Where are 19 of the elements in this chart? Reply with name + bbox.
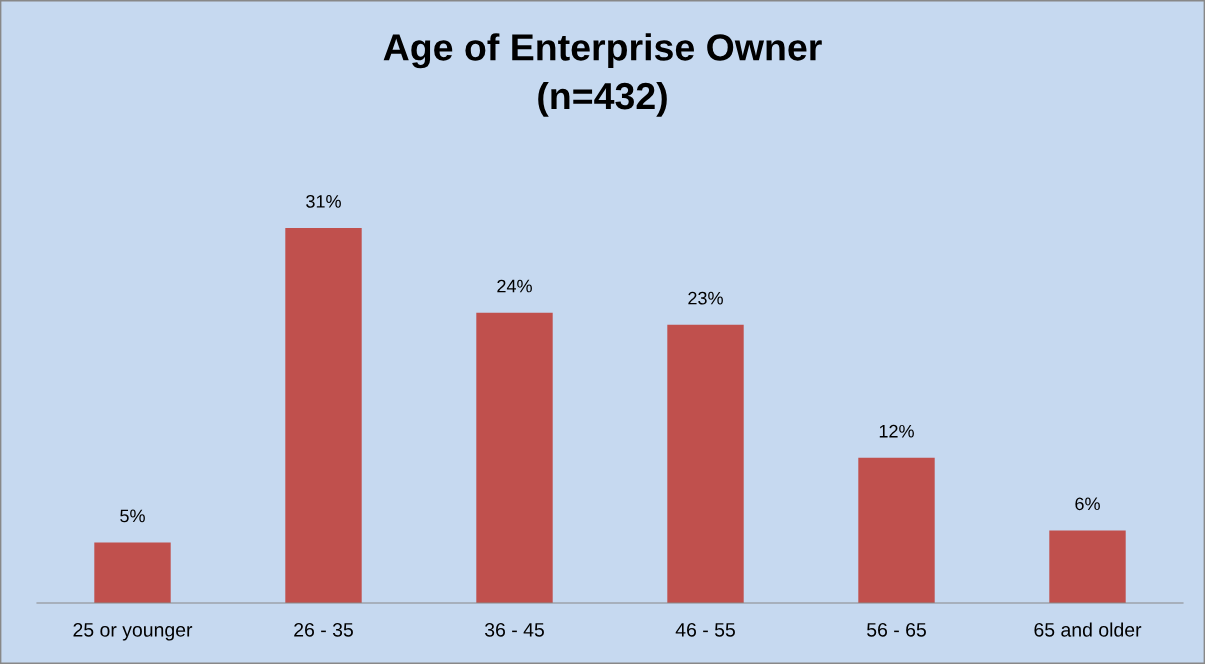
data-label: 31%: [306, 194, 341, 208]
bar: [476, 312, 553, 603]
x-tick-label: 25 or younger: [73, 622, 193, 641]
x-tick-label: 26 - 35: [294, 622, 353, 637]
bar: [858, 457, 935, 603]
data-label: 24%: [497, 279, 532, 293]
x-tick-label: 46 - 55: [675, 622, 735, 637]
data-label: 23%: [688, 291, 723, 305]
data-label: 6%: [1075, 497, 1100, 511]
data-label: 5%: [120, 509, 145, 523]
x-tick-label: 65 and older: [1034, 622, 1142, 637]
bar: [285, 228, 362, 603]
bar: [667, 324, 744, 603]
bar: [94, 542, 171, 603]
bar: [1049, 530, 1126, 603]
x-tick-label: 36 - 45: [484, 622, 544, 637]
x-tick-label: 56 - 65: [867, 622, 926, 637]
data-label: 12%: [879, 424, 914, 438]
chart-title: Age of Enterprise Owner (n=432): [383, 33, 822, 117]
